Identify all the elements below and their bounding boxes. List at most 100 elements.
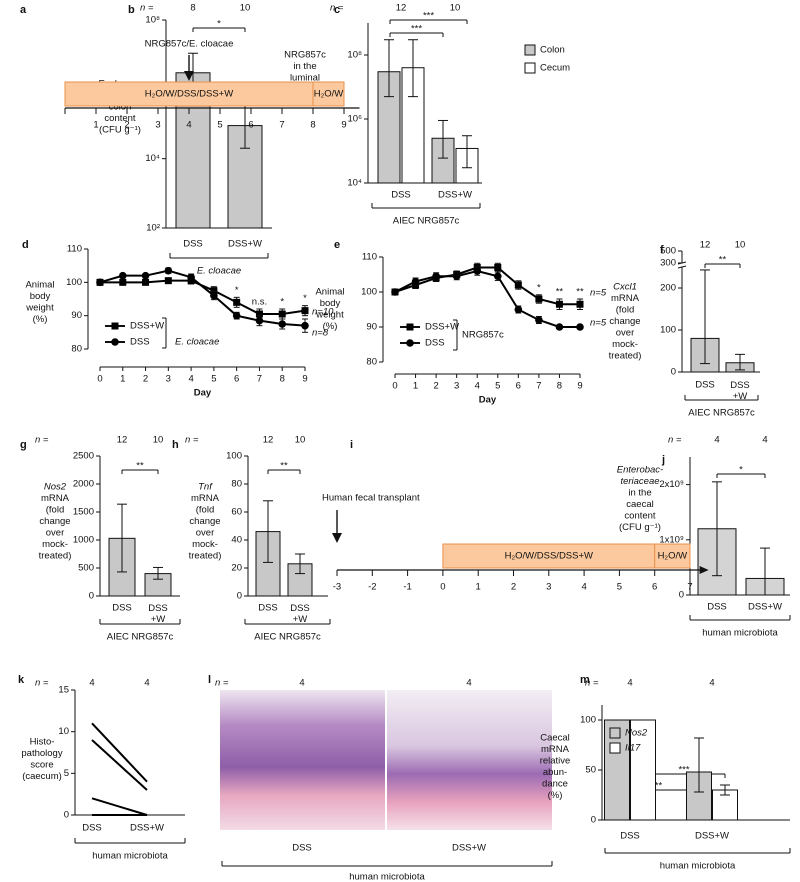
x-tick-label: 5 [217,120,222,131]
marker [406,339,414,347]
series-line [91,722,148,783]
panel-letter: a [20,4,27,16]
n-label: n = [185,435,199,446]
y-axis-label: relative [540,756,571,767]
legend-label: DSS+W [130,321,164,332]
n-value: 4 [299,678,304,689]
x-tick-label: 5 [211,374,216,385]
image-label: DSS+W [452,843,486,854]
y-tick-label: 110 [362,252,377,263]
marker [535,316,543,324]
annotation: * [537,282,541,293]
y-tick-label: 15 [58,685,69,696]
x-tick-label: 9 [341,120,346,131]
marker [278,310,286,318]
arrow-label: Human fecal transplant [322,493,420,504]
x-tick-label: 5 [495,381,500,392]
y-tick-label: 50 [585,765,596,776]
y-axis-label: (fold [196,505,214,516]
x-tick-label: DSS [620,831,640,842]
group-label: human microbiota [349,872,425,882]
marker [555,323,564,331]
y-tick-label: 2000 [73,479,94,490]
y-axis-label: mock- [192,539,218,550]
legend-label: Cecum [540,63,570,74]
x-tick-label: DSS+W [148,603,168,625]
x-tick-label: DSS [183,239,203,250]
end-label: n=5 [590,318,607,329]
y-tick-label: 90 [366,322,377,333]
y-axis-label: mRNA [541,744,570,755]
segment-label: H₂O/W [658,551,688,562]
marker [576,300,584,308]
text-line: +W [733,390,748,401]
marker [301,321,309,330]
y-tick-label: 80 [231,479,242,490]
x-tick-label: DSS+W [438,190,472,201]
n-value: 4 [89,678,94,689]
x-tick-label: DSS [82,823,102,834]
group-label: human microbiota [92,851,168,862]
series-line [394,266,580,306]
significance-label: *** [678,765,689,776]
y-tick-label: 0 [591,815,596,826]
y-axis-label: (caecum) [22,771,62,782]
n-value: 10 [735,240,746,251]
annotation: ** [576,287,584,298]
n-label: n = [215,678,229,689]
group-label: AIEC NRG857c [393,216,460,227]
marker [255,316,264,325]
end-label: n=8 [312,328,329,339]
legend-group-label: NRG857c [462,330,504,341]
marker [164,266,173,275]
y-axis-label: body [30,291,51,302]
y-tick-label: 0 [64,810,69,821]
arrowhead [332,533,342,543]
y-tick-label: 80 [71,344,82,355]
significance-label: ** [719,255,727,266]
legend-swatch [609,742,621,754]
significance-label: *** [423,11,434,22]
y-tick-label: 1500 [73,507,94,518]
y-tick-label: 40 [231,535,242,546]
annotation: ** [556,287,564,298]
x-tick-label: DSS+W [290,603,310,625]
y-tick-label: 80 [366,357,377,368]
x-tick-label: -3 [333,582,341,593]
x-tick-label: 7 [257,374,262,385]
y-axis-label: mRNA [611,293,640,304]
y-axis-label: teriaceae [620,476,659,487]
panel-letter: c [334,4,340,16]
marker [210,287,218,295]
n-value: 12 [263,435,274,446]
y-axis-label: Enterobac- [617,465,663,476]
marker [111,322,119,330]
y-tick-label: 2500 [73,451,94,462]
group-label: human microbiota [702,628,778,639]
x-tick-label: DSS+W [228,239,262,250]
x-tick-label: DSS+W [730,380,750,402]
x-tick-label: DSS [695,380,715,391]
y-tick-label: 10⁸ [145,15,160,26]
y-tick-label: 500 [660,246,676,257]
marker [406,323,414,331]
series-line [91,739,148,791]
n-value: 8 [190,3,195,14]
x-tick-label: DSS+W [748,602,782,613]
y-axis-label: body [320,298,341,309]
marker [555,300,563,308]
x-tick-label: 6 [652,582,657,593]
panels: bE. cloacaein thecoloncontent(CFU g⁻¹)n … [18,3,791,882]
y-axis-label: (CFU g⁻¹) [619,522,661,533]
x-tick-label: 3 [454,381,459,392]
marker [111,338,119,346]
y-axis-label: over [46,528,64,539]
group-label: human microbiota [660,861,736,872]
y-axis-label: change [189,516,220,527]
y-axis-label: (%) [548,790,563,801]
marker [232,311,241,320]
y-axis-label: abun- [543,767,567,778]
marker [514,281,522,289]
y-tick-label: 90 [71,310,82,321]
